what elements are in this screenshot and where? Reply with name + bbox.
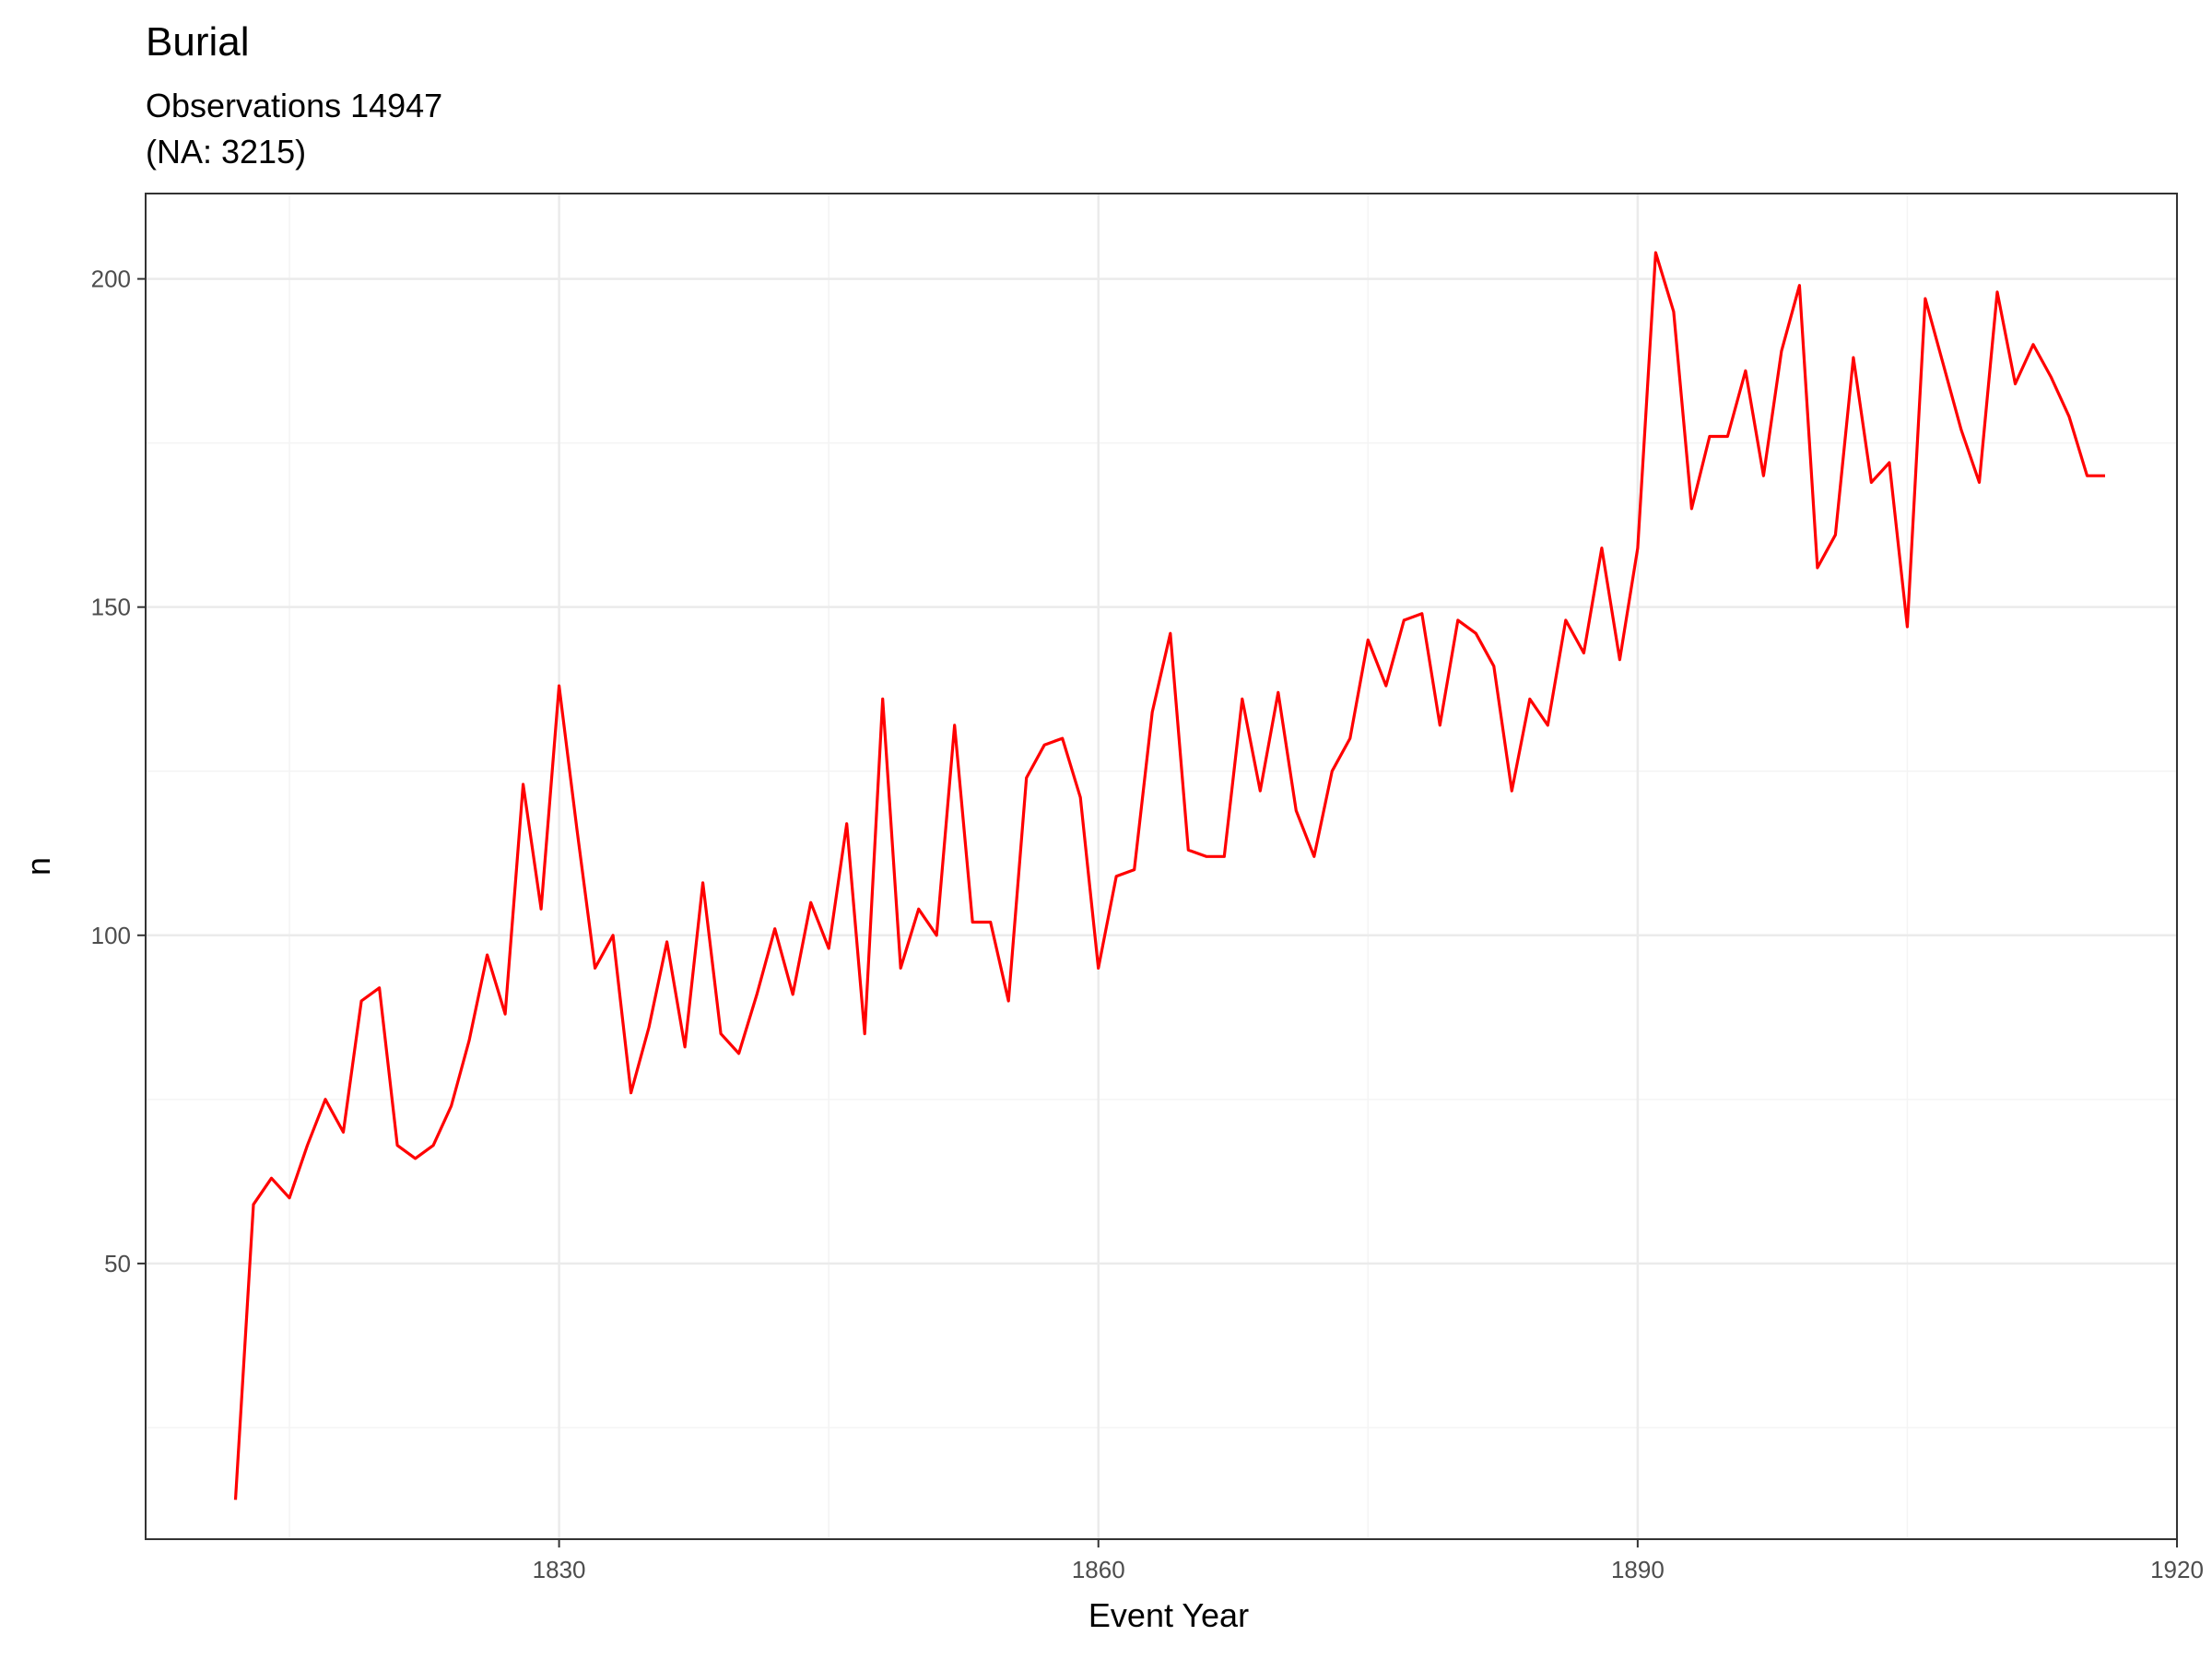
y-axis: 50 100 150 200 <box>91 265 146 1277</box>
x-tick-label: 1890 <box>1611 1556 1665 1583</box>
x-axis: 1830 1860 1890 1920 <box>533 1539 2204 1583</box>
chart-title: Burial <box>146 19 250 65</box>
y-axis-title: n <box>19 857 57 876</box>
major-gridlines <box>146 194 2179 1539</box>
minor-gridlines <box>146 194 2177 1539</box>
y-tick-label: 200 <box>91 265 131 293</box>
x-tick-label: 1920 <box>2150 1556 2204 1583</box>
y-tick-label: 150 <box>91 594 131 621</box>
chart-subtitle-na: (NA: 3215) <box>146 133 306 171</box>
chart-subtitle-observations: Observations 14947 <box>146 87 442 124</box>
x-tick-label: 1860 <box>1072 1556 1125 1583</box>
series-layer <box>233 251 2105 1500</box>
y-tick-label: 50 <box>104 1250 131 1277</box>
x-tick-label: 1830 <box>533 1556 586 1583</box>
y-tick-label: 100 <box>91 922 131 949</box>
series-line <box>233 251 2105 1500</box>
plot-panel-border <box>145 193 2178 1540</box>
x-axis-title: Event Year <box>1088 1596 1249 1634</box>
